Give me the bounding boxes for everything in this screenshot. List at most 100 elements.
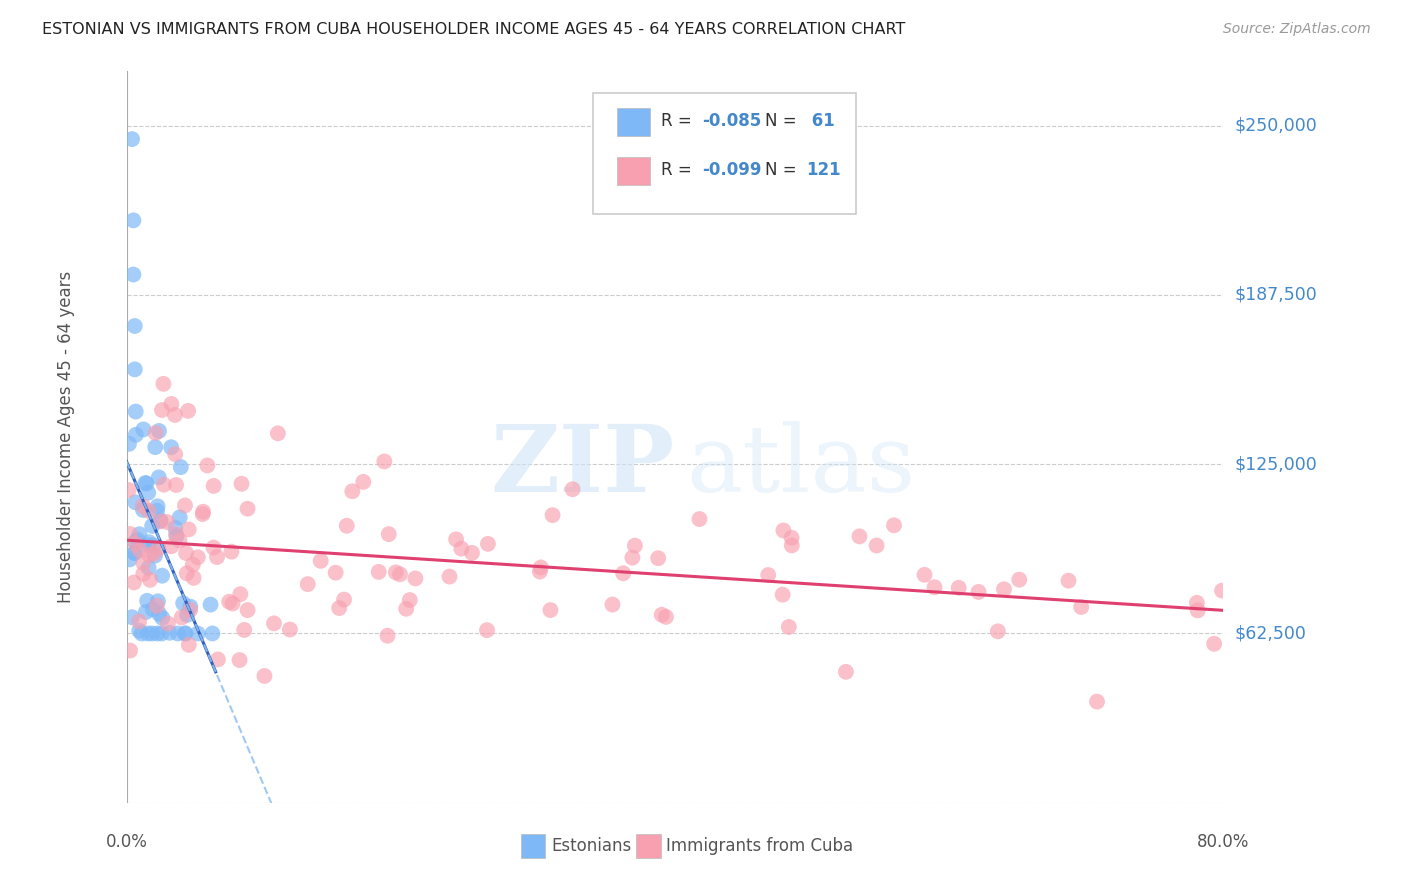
Text: ESTONIAN VS IMMIGRANTS FROM CUBA HOUSEHOLDER INCOME AGES 45 - 64 YEARS CORRELATI: ESTONIAN VS IMMIGRANTS FROM CUBA HOUSEHO… [42,22,905,37]
Point [152,376,174,391]
Point [124,495,146,509]
Bar [617,157,650,185]
Point [121,132,143,146]
Point [987,624,1010,639]
Point [143,440,166,454]
Point [195,458,218,473]
Point [780,538,803,552]
Point [538,603,561,617]
Point [377,629,399,643]
Bar [617,108,650,136]
Point [142,602,165,616]
Point [169,533,191,548]
Point [146,500,169,514]
Point [132,503,155,517]
Point [150,611,173,625]
Point [231,476,253,491]
Point [148,424,170,438]
Point [883,518,905,533]
Point [141,519,163,533]
Point [156,616,179,631]
Point [325,566,347,580]
Point [177,404,200,418]
Point [561,482,583,496]
Point [1204,637,1226,651]
Point [156,515,179,529]
Point [150,403,173,417]
Point [150,626,173,640]
Point [128,615,150,629]
Point [118,552,141,566]
Text: N =: N = [765,161,801,179]
Point [201,626,224,640]
Point [172,596,194,610]
Point [202,541,225,555]
Point [142,538,165,552]
Point [124,546,146,560]
Point [530,560,553,574]
Point [655,610,678,624]
Text: -0.099: -0.099 [703,161,762,179]
Point [278,623,301,637]
Point [174,626,197,640]
Point [122,213,145,227]
Point [477,537,499,551]
Point [1211,583,1233,598]
Point [165,478,187,492]
Point [176,607,198,622]
Point [166,626,188,640]
Point [1185,596,1208,610]
Point [128,624,150,638]
Point [624,539,647,553]
Point [373,454,395,468]
Point [333,592,356,607]
Point [124,362,146,376]
Point [179,603,201,617]
Point [128,543,150,558]
Point [124,546,146,560]
Point [352,475,374,489]
Text: R =: R = [661,112,696,130]
Point [166,529,188,543]
Point [165,521,187,535]
Point [148,541,170,556]
Point [221,544,243,558]
Point [377,527,399,541]
Point [149,514,172,528]
Point [780,531,803,545]
Point [138,538,160,552]
Point [150,568,173,582]
Point [135,605,157,619]
Point [395,602,418,616]
Point [125,427,148,442]
Point [149,514,172,528]
Point [165,527,187,541]
Point [124,537,146,551]
Point [163,408,186,422]
Point [146,594,169,608]
Point [132,556,155,570]
Point [191,505,214,519]
Point [236,603,259,617]
Point [450,541,472,556]
Point [439,569,461,583]
Text: 80.0%: 80.0% [1197,833,1250,851]
Point [179,599,201,614]
Point [118,437,141,451]
Point [181,558,204,572]
Point [160,440,183,454]
Point [967,585,990,599]
Point [651,607,673,622]
Point [132,422,155,436]
Point [146,626,169,640]
Text: $125,000: $125,000 [1234,455,1317,473]
Point [772,588,794,602]
Point [170,610,193,624]
Text: 61: 61 [807,112,835,130]
Text: Estonians: Estonians [551,837,631,855]
Point [233,623,256,637]
Point [146,599,169,613]
Point [174,546,197,560]
Point [153,477,176,491]
Point [131,626,153,640]
